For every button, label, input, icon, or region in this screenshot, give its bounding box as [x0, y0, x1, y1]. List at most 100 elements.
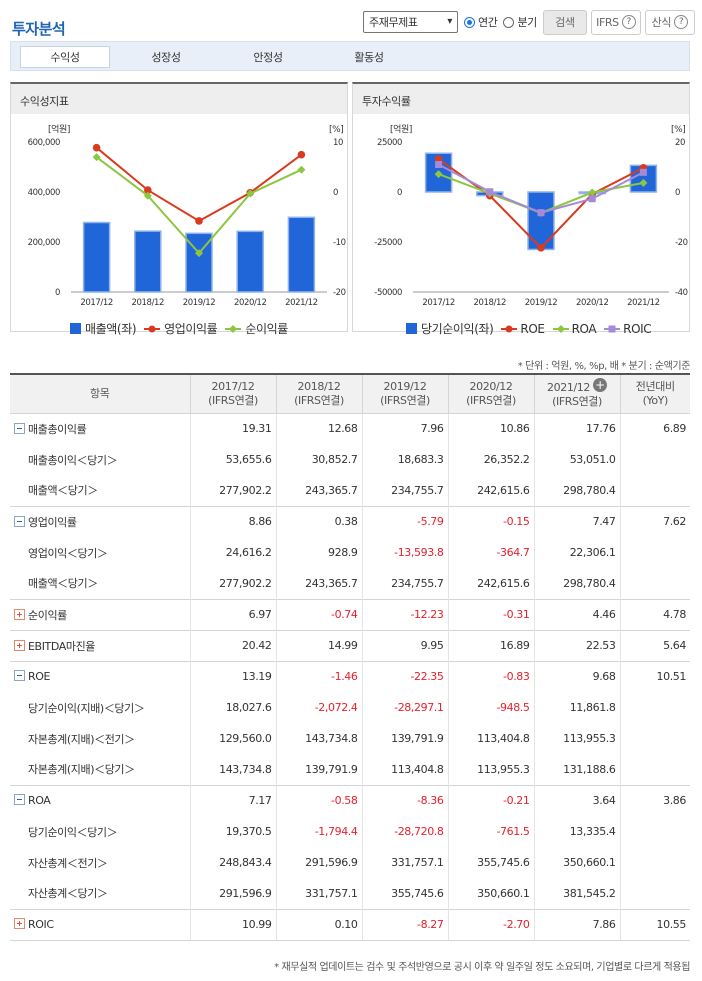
right-tick-label: 0 [675, 188, 680, 198]
ifrs-help-button[interactable]: IFRS? [590, 9, 641, 35]
collapse-icon[interactable] [14, 515, 25, 527]
right-tick-label: 0 [333, 188, 338, 198]
row-label-cell: 매출총이익＜당기＞ [10, 444, 190, 475]
radio-annual-label: 연간 [478, 16, 498, 29]
series-point [92, 143, 101, 152]
legend-bar-swatch [70, 323, 81, 334]
row-label-cell: 자본총계(지배)＜전기＞ [10, 723, 190, 754]
radio-quarter-label: 분기 [517, 16, 537, 29]
x-tick-label: 2017/12 [80, 298, 113, 308]
row-label-cell: 자산총계＜당기＞ [10, 878, 190, 909]
header-basis-label: (IFRS연결) [466, 393, 516, 407]
header-item: 항목 [10, 373, 190, 414]
value-cell: 16.89 [447, 629, 534, 661]
series-point [144, 186, 152, 194]
series-point [537, 244, 545, 252]
table-row: ROIC 10.99 0.10 -8.27 -2.70 7.86 10.55 [10, 908, 690, 941]
value-cell: 331,757.1 [275, 878, 362, 909]
value-cell: 7.47 [533, 505, 620, 537]
legend-item: ROIC [604, 322, 652, 336]
row-label-cell: 당기순이익(지배)＜당기＞ [10, 692, 190, 723]
row-label: 자본총계(지배)＜전기＞ [28, 732, 135, 746]
x-tick-label: 2021/12 [627, 298, 660, 308]
table-row: 순이익률 6.97 -0.74 -12.23 -0.31 4.46 4.78 [10, 598, 690, 630]
yoy-cell [619, 475, 690, 506]
row-label: 영업이익＜당기＞ [28, 546, 108, 560]
table-row: 영업이익＜당기＞ 24,616.2 928.9 -13,593.8 -364.7 22,3… [10, 537, 690, 568]
value-cell: 22,306.1 [533, 537, 620, 568]
value-cell: 0.10 [275, 908, 362, 941]
value-cell: 0.38 [275, 505, 362, 537]
value-cell: 18,683.3 [361, 444, 448, 475]
formula-help-button[interactable]: 산식? [644, 9, 695, 35]
expand-icon[interactable] [14, 918, 25, 929]
tab-profitability[interactable]: 수익성 [20, 46, 110, 68]
right-tick-label: -10 [333, 238, 346, 248]
expand-icon[interactable] [14, 639, 25, 651]
statement-type-select[interactable]: 주재무제표 ▾ [363, 11, 458, 33]
header-basis-label: (IFRS연결) [552, 395, 602, 409]
chevron-down-icon: ▾ [447, 16, 452, 27]
value-cell: -5.79 [361, 505, 448, 537]
tab-activity[interactable]: 활동성 [354, 51, 384, 64]
header-yoy: 전년대비 (YoY) [619, 373, 690, 414]
value-cell: 7.17 [189, 784, 276, 816]
series-point [486, 188, 494, 196]
legend-line-swatch [501, 325, 518, 332]
bar [287, 216, 316, 293]
left-axis-unit: [억원] [390, 123, 412, 135]
table-header-row: 항목 2017/12 (IFRS연결) 2018/12 (IFRS연결) 2019/… [10, 373, 690, 414]
left-tick-label: 25000 [377, 138, 402, 148]
value-cell: 277,902.2 [189, 475, 276, 506]
analysis-tabs: 수익성 성장성 안정성 활동성 [10, 41, 690, 71]
yoy-cell [619, 568, 690, 599]
collapse-icon[interactable] [14, 670, 25, 682]
series-point [435, 161, 443, 169]
value-cell: -28,720.8 [361, 816, 448, 847]
table-row: 매출총이익률 19.31 12.68 7.96 10.86 17.76 6.89 [10, 412, 690, 444]
yoy-cell: 6.89 [619, 412, 690, 444]
collapse-icon[interactable] [14, 794, 25, 806]
tab-stability[interactable]: 안정성 [253, 51, 283, 64]
chart-legend: 매출액(좌) 영업이익률 순이익률 [70, 320, 296, 337]
series-point [297, 165, 306, 174]
value-cell: -0.31 [447, 598, 534, 630]
chart-title: 수익성지표 [11, 84, 347, 114]
tab-growth[interactable]: 성장성 [151, 51, 181, 64]
left-tick-label: 0 [55, 288, 60, 298]
value-cell: 143,734.8 [275, 723, 362, 754]
value-cell: 243,365.7 [275, 568, 362, 599]
header-year: 2019/12 (IFRS연결) [361, 373, 448, 414]
legend-label: ROE [520, 321, 545, 336]
series-point [297, 150, 306, 159]
row-label: 자산총계＜당기＞ [28, 887, 108, 901]
row-label: 순이익률 [28, 608, 67, 622]
x-tick-label: 2020/12 [234, 298, 267, 308]
header-year-label: 2021/12 [547, 381, 590, 395]
value-cell: 242,615.6 [447, 568, 534, 599]
add-column-icon[interactable]: + [592, 378, 607, 393]
legend-line-swatch [552, 324, 569, 333]
header-basis-label: (IFRS연결) [294, 393, 344, 407]
table-row: 자본총계(지배)＜전기＞ 129,560.0 143,734.8 139,791.9 1… [10, 723, 690, 754]
bar [134, 230, 162, 293]
yoy-cell [619, 444, 690, 475]
collapse-icon[interactable] [14, 422, 25, 434]
series-point [92, 153, 101, 162]
row-label: ROE [28, 670, 51, 684]
value-cell: 291,596.9 [275, 847, 362, 878]
yoy-cell: 4.78 [619, 598, 690, 630]
value-cell: 30,852.7 [275, 444, 362, 475]
value-cell: -0.74 [275, 598, 362, 630]
expand-icon[interactable] [14, 608, 25, 620]
row-label: ROA [28, 794, 51, 808]
search-button[interactable]: 검색 [542, 9, 587, 35]
radio-annual[interactable]: 연간 [464, 14, 498, 30]
radio-quarter[interactable]: 분기 [503, 14, 537, 30]
value-cell: -0.83 [447, 660, 534, 692]
row-label: 당기순이익＜당기＞ [28, 825, 118, 839]
header-basis-label: (IFRS연결) [208, 393, 258, 407]
chart-legend: 당기순이익(좌) ROE ROA ROIC [406, 320, 659, 337]
value-cell: 298,780.4 [533, 475, 620, 506]
formula-label: 산식 [651, 16, 672, 29]
